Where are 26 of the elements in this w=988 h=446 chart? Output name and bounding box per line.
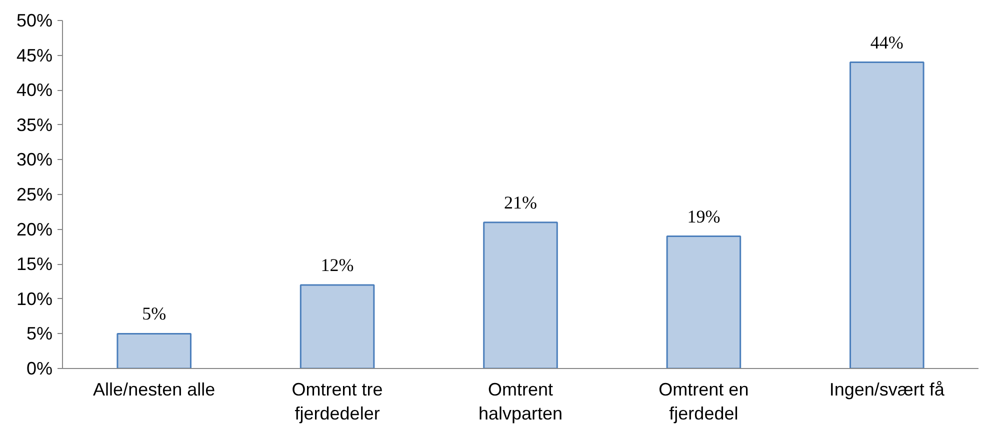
data-label: 5% [142,304,166,324]
y-tick-label: 25% [16,184,53,204]
data-label: 19% [687,206,720,226]
y-tick-label: 50% [16,10,53,30]
y-tick-label: 35% [16,114,53,135]
y-tick-label: 0% [26,358,52,378]
x-tick-label: Omtrent halvparten [478,380,563,424]
bar [116,332,192,368]
y-tick-label: 5% [26,324,52,344]
x-tick-label: Omtrent en fjerdedel [658,380,749,424]
bar [483,222,558,368]
bar [850,62,924,368]
data-label: 44% [870,32,904,52]
data-label: 21% [504,192,538,212]
x-tick-label: Ingen/svært få [829,380,946,400]
y-tick-label: 30% [16,150,53,170]
y-tick-label: 20% [16,219,53,240]
x-tick-label: Omtrent tre fjerdedeler [292,380,383,424]
y-tick-label: 15% [16,254,53,274]
bar [300,284,375,368]
y-tick-label: 40% [16,80,53,100]
y-tick-label: 10% [16,288,53,309]
x-tick-label: Alle/nesten alle [93,380,216,400]
data-label: 12% [320,254,354,275]
bar [666,236,742,368]
y-tick-label: 45% [16,45,53,66]
